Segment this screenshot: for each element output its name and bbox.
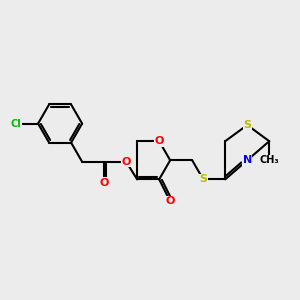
Text: Cl: Cl	[11, 118, 21, 129]
Text: S: S	[199, 174, 207, 184]
Text: O: O	[122, 157, 131, 167]
Text: O: O	[166, 196, 175, 206]
Text: S: S	[243, 120, 251, 130]
Text: CH₃: CH₃	[260, 155, 279, 165]
Text: O: O	[154, 136, 164, 146]
Text: O: O	[99, 178, 109, 188]
Text: N: N	[243, 155, 252, 165]
